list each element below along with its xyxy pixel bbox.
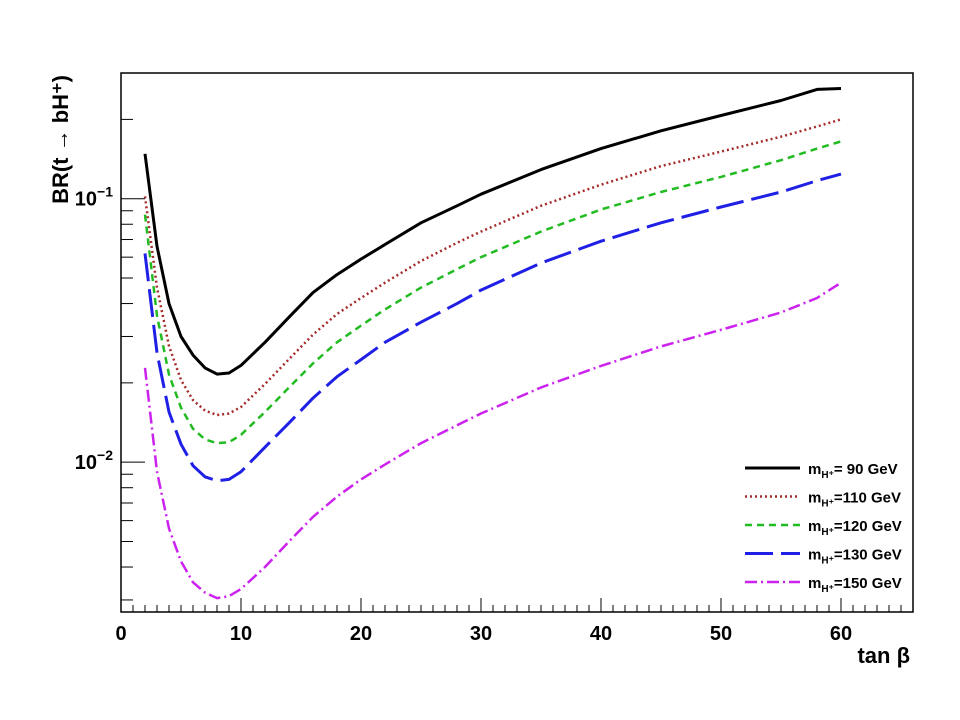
series-line-5: [143, 281, 842, 600]
x-tick-label: 10: [230, 623, 252, 645]
x-tick-label: 40: [590, 623, 612, 645]
x-tick-label: 50: [710, 623, 732, 645]
x-axis: 0 10 20 30 40 50 60: [115, 598, 914, 645]
y-tick-label: 10−2: [75, 447, 113, 474]
x-tick-label: 30: [470, 623, 492, 645]
legend-label-3: mH⁺=120 GeV: [808, 518, 902, 538]
legend-label-2: mH⁺=110 GeV: [808, 490, 901, 510]
x-axis-title: tan β: [857, 643, 910, 668]
series-line-4: [143, 172, 842, 483]
x-tick-label: 0: [115, 623, 126, 645]
y-axis: 10−2 10−1: [75, 118, 145, 601]
legend-label-1: mH⁺= 90 GeV: [808, 461, 898, 481]
series-line-3: [143, 140, 842, 445]
legend: mH⁺= 90 GeV mH⁺=110 GeV mH⁺=120 GeV mH⁺=130…: [745, 461, 902, 595]
series-layer: [143, 87, 842, 600]
legend-label-5: mH⁺=150 GeV: [808, 575, 902, 595]
series-line-1: [143, 87, 842, 376]
plot-frame: [120, 72, 914, 613]
x-tick-label: 20: [350, 623, 372, 645]
y-tick-label: 10−1: [75, 184, 113, 211]
y-axis-title: BR(t → bH⁺): [48, 75, 73, 204]
x-tick-label: 60: [830, 623, 852, 645]
legend-label-4: mH⁺=130 GeV: [808, 547, 902, 567]
series-line-2: [143, 118, 842, 417]
